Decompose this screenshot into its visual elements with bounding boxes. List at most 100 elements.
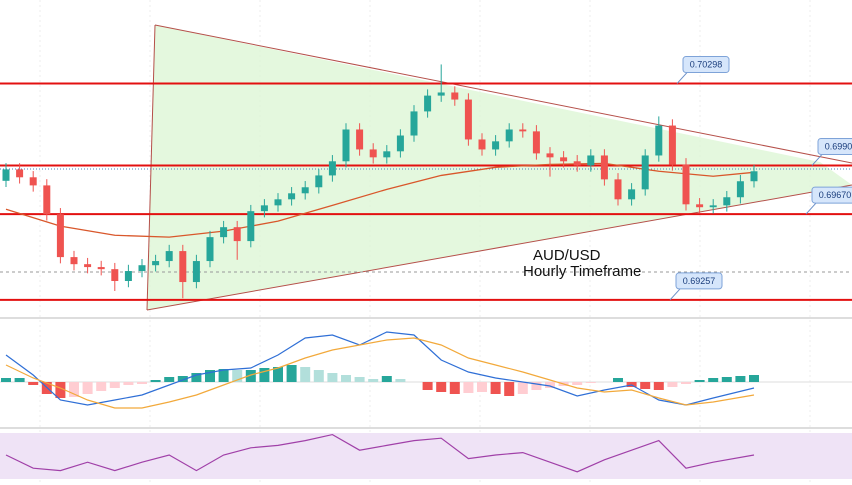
macd-histogram-bar <box>681 382 691 384</box>
macd-histogram-bar <box>14 378 25 382</box>
candle-body <box>260 205 268 212</box>
candle-body <box>43 185 51 215</box>
candle-body <box>288 193 296 200</box>
macd-histogram-bar <box>517 382 528 394</box>
candle-body <box>342 129 350 162</box>
marks: 0.70298 0.69904 0.69670 0.69257 <box>0 56 852 473</box>
candle-body <box>192 261 200 283</box>
macd-histogram-bar <box>368 379 379 382</box>
triangle-lower <box>146 184 852 311</box>
macd-histogram-bar <box>354 377 365 382</box>
rsi-line <box>5 433 755 473</box>
candle-body <box>97 267 105 270</box>
candle-body <box>546 153 554 158</box>
level-label: 0.69904 <box>825 141 852 151</box>
candle-body <box>641 155 649 190</box>
candle-body <box>437 92 445 96</box>
candle-body <box>723 197 731 206</box>
macd-histogram-bar <box>177 376 188 382</box>
level-pointer <box>676 72 688 84</box>
candle-body <box>573 161 581 166</box>
signal-line <box>5 337 755 409</box>
macd-histogram-bar <box>273 367 283 382</box>
candle-body <box>233 227 241 242</box>
macd-histogram-bar <box>504 382 515 396</box>
candle-body <box>138 265 146 272</box>
candle-body <box>70 257 78 265</box>
macd-histogram-bar <box>232 370 243 382</box>
candle-body <box>152 261 160 266</box>
macd-histogram-bar <box>69 382 79 397</box>
candle-body <box>396 135 404 152</box>
candle-body <box>424 95 432 112</box>
level-pointer <box>805 202 817 215</box>
candle-body <box>179 251 187 283</box>
macd-histogram-bar <box>422 382 433 390</box>
candle-body <box>328 161 336 176</box>
macd-histogram-bar <box>191 373 202 382</box>
macd-histogram-bar <box>28 382 39 385</box>
candle-body <box>247 211 255 242</box>
candle-body <box>2 169 10 181</box>
macd-histogram-bar <box>123 382 134 385</box>
candle-body <box>410 111 418 136</box>
candle-body <box>315 175 323 188</box>
macd-histogram-bar <box>721 377 732 382</box>
chart-title: AUD/USD <box>533 247 601 264</box>
macd-histogram-bar <box>613 378 623 382</box>
candle-body <box>274 199 282 206</box>
macd-histogram-bar <box>245 370 256 382</box>
candle-body <box>628 189 636 200</box>
candle-body <box>478 139 486 150</box>
macd-histogram-bar <box>531 382 542 390</box>
candle-body <box>532 131 540 154</box>
macd-histogram-bar <box>259 368 270 382</box>
macd-histogram-bar <box>164 377 175 382</box>
macd-histogram-bar <box>341 375 351 382</box>
candle-body <box>668 125 676 165</box>
macd-histogram-bar <box>137 382 147 384</box>
rsi-band <box>0 433 852 479</box>
candle-body <box>519 129 527 132</box>
level-box <box>811 186 852 204</box>
macd-histogram-bar <box>150 380 161 382</box>
macd-histogram-bar <box>96 382 107 391</box>
level-box <box>817 137 852 155</box>
macd-histogram-bar <box>490 382 501 394</box>
level-label: 0.69670 <box>819 190 852 200</box>
candle-body <box>464 99 472 140</box>
chart-subtitle: Hourly Timeframe <box>523 263 641 280</box>
macd-histogram-bar <box>585 382 596 383</box>
candle-body <box>124 271 132 282</box>
macd-line <box>5 331 755 406</box>
level-box <box>682 56 730 74</box>
macd-histogram-bar <box>735 376 746 382</box>
macd-histogram-bar <box>545 382 555 388</box>
level-box <box>675 272 723 290</box>
candle-body <box>709 205 717 208</box>
candle-body <box>165 251 173 262</box>
macd-histogram-bar <box>205 370 215 382</box>
candle-body <box>600 155 608 180</box>
candle-body <box>614 179 622 200</box>
macd-histogram-bar <box>218 369 229 382</box>
candle-body <box>220 227 228 238</box>
macd-histogram-bar <box>653 382 664 390</box>
candle-body <box>492 141 500 150</box>
candle-body <box>206 237 214 262</box>
macd-histogram-bar <box>300 367 311 382</box>
candle-body <box>560 157 568 162</box>
triangle-upper <box>154 24 852 164</box>
macd-histogram-bar <box>1 378 11 382</box>
candle-body <box>750 171 758 182</box>
macd-histogram-bar <box>572 382 583 385</box>
candle-body <box>356 129 364 150</box>
candle-body <box>682 164 690 205</box>
macd-histogram-bar <box>708 378 719 382</box>
level-pointer <box>669 288 681 301</box>
macd-histogram-bar <box>109 382 120 388</box>
candle-body <box>655 125 663 156</box>
macd-histogram-bar <box>477 382 487 392</box>
